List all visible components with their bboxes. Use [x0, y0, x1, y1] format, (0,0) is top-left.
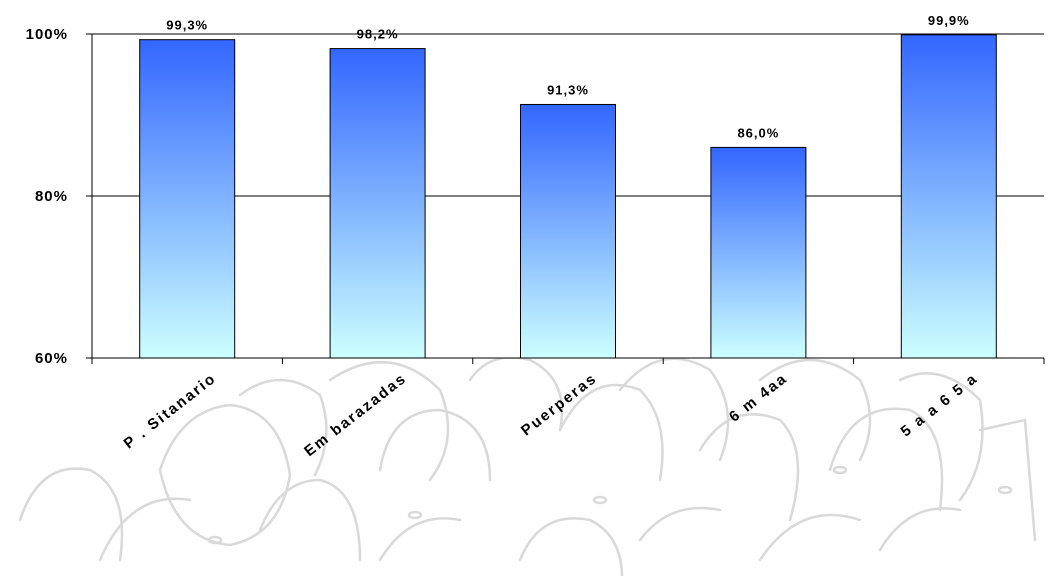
- axes: [91, 34, 1045, 364]
- data-label-2: 98,2%: [357, 27, 399, 42]
- data-label-4: 86,0%: [737, 125, 779, 140]
- bar-2: [329, 48, 426, 359]
- x-category-label-5: 5 a a 6 5 a: [898, 370, 982, 441]
- y-tick-label: 100%: [26, 26, 68, 43]
- data-labels: 99,3% 98,2% 91,3% 86,0% 99,9%: [166, 13, 970, 141]
- background-people-sketch: [18, 356, 1037, 576]
- y-tick-label: 80%: [35, 188, 68, 205]
- data-label-1: 99,3%: [166, 18, 208, 33]
- y-tick-label: 60%: [35, 350, 68, 367]
- bar-5: [900, 34, 997, 359]
- data-label-3: 91,3%: [547, 82, 589, 97]
- bars: [139, 34, 997, 359]
- x-axis-category-labels: P . Sitanario Em barazadas Puerperas 6 m 4a…: [121, 370, 982, 460]
- bar-1: [139, 39, 236, 359]
- x-category-label-4: 6 m 4aa: [726, 370, 791, 426]
- y-axis-ticks: 60% 80% 100%: [26, 26, 92, 367]
- bar-3: [520, 103, 616, 359]
- data-label-5: 99,9%: [928, 13, 970, 28]
- x-category-label-2: Em barazadas: [301, 370, 410, 460]
- bar-4: [710, 146, 807, 359]
